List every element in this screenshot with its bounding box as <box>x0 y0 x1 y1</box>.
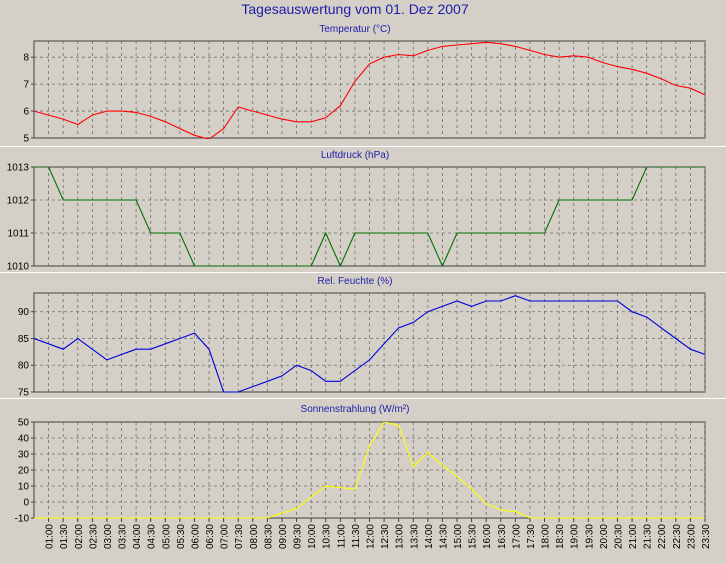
x-tick-label: 04:30 <box>147 524 158 549</box>
chart-title: Rel. Feuchte (%) <box>317 276 392 287</box>
y-tick-label: 50 <box>18 418 30 429</box>
x-tick-label: 03:00 <box>103 524 114 549</box>
y-tick-label: 80 <box>18 361 30 372</box>
x-tick-label: 01:30 <box>59 524 70 549</box>
y-tick-label: 10 <box>18 482 30 493</box>
chart-title: Temperatur (°C) <box>319 24 390 35</box>
y-tick-label: 6 <box>23 107 29 118</box>
x-tick-label: 06:00 <box>190 524 201 549</box>
x-tick-label: 15:00 <box>453 524 464 549</box>
x-tick-label: 10:30 <box>322 524 333 549</box>
x-tick-label: 09:30 <box>293 524 304 549</box>
chart-title: Sonnenstrahlung (W/m²) <box>301 404 410 415</box>
x-tick-label: 17:30 <box>526 524 537 549</box>
time-axis: 01:00 01:30 02:00 02:30 03:00 03:30 04:00 04:30… <box>45 518 712 549</box>
x-tick-label: 14:30 <box>438 524 449 549</box>
x-tick-label: 07:00 <box>220 524 231 549</box>
y-tick-label: 0 <box>23 498 29 509</box>
x-tick-label: 16:00 <box>482 524 493 549</box>
x-tick-label: 02:00 <box>74 524 85 549</box>
x-tick-label: 11:00 <box>336 524 347 549</box>
chart-panel: Temperatur (°C) 5 6 7 8 <box>23 24 706 145</box>
x-tick-label: 05:00 <box>161 524 172 549</box>
chart-panel: Luftdruck (hPa) 1010 1011 1012 1013 <box>0 146 726 273</box>
y-tick-label: 1012 <box>7 196 30 207</box>
x-tick-label: 17:00 <box>511 524 522 549</box>
x-tick-label: 15:30 <box>468 524 479 549</box>
x-tick-label: 12:30 <box>380 524 391 549</box>
x-tick-label: 11:30 <box>351 524 362 549</box>
x-tick-label: 20:00 <box>599 524 610 549</box>
x-tick-label: 02:30 <box>88 524 99 549</box>
x-tick-label: 08:00 <box>249 524 260 549</box>
chart-panel: Rel. Feuchte (%) 75 80 85 90 <box>0 272 726 399</box>
x-tick-label: 13:30 <box>409 524 420 549</box>
x-tick-label: 12:00 <box>366 524 377 549</box>
x-tick-label: 07:30 <box>234 524 245 549</box>
x-tick-label: 23:30 <box>701 524 712 549</box>
x-tick-label: 01:00 <box>45 524 56 549</box>
y-tick-label: 1011 <box>7 229 29 240</box>
x-tick-label: 04:00 <box>132 524 143 549</box>
x-tick-label: 22:30 <box>672 524 683 549</box>
y-tick-label: 75 <box>18 388 30 399</box>
x-tick-label: 06:30 <box>205 524 216 549</box>
x-tick-label: 21:00 <box>628 524 639 549</box>
x-tick-label: 05:30 <box>176 524 187 549</box>
page-title: Tagesauswertung vom 01. Dez 2007 <box>241 1 468 17</box>
chart-title: Luftdruck (hPa) <box>321 150 389 161</box>
x-tick-label: 22:00 <box>657 524 668 549</box>
y-tick-label: 90 <box>18 307 30 318</box>
y-tick-label: 5 <box>23 134 29 145</box>
y-tick-label: 8 <box>23 53 29 64</box>
x-tick-label: 19:00 <box>570 524 581 549</box>
x-tick-label: 18:00 <box>541 524 552 549</box>
x-tick-label: 18:30 <box>555 524 566 549</box>
x-tick-label: 23:00 <box>686 524 697 549</box>
series-line <box>34 422 705 519</box>
y-tick-label: -10 <box>15 514 30 525</box>
series-line <box>34 167 705 267</box>
y-tick-label: 20 <box>18 466 30 477</box>
x-tick-label: 21:30 <box>643 524 654 549</box>
chart-panel: Sonnenstrahlung (W/m²) -10 0 10 20 30 40 50 <box>0 398 726 525</box>
x-tick-label: 13:00 <box>395 524 406 549</box>
x-tick-label: 08:30 <box>263 524 274 549</box>
x-tick-label: 10:00 <box>307 524 318 549</box>
x-tick-label: 19:30 <box>584 524 595 549</box>
y-tick-label: 1010 <box>7 262 30 273</box>
y-tick-label: 40 <box>18 434 30 445</box>
x-tick-label: 16:30 <box>497 524 508 549</box>
x-tick-label: 20:30 <box>613 524 624 549</box>
series-line <box>34 41 705 139</box>
x-tick-label: 14:00 <box>424 524 435 549</box>
y-tick-label: 1013 <box>7 163 30 174</box>
y-tick-label: 7 <box>23 80 29 91</box>
series-line <box>34 295 705 393</box>
x-tick-label: 03:30 <box>118 524 129 549</box>
y-tick-label: 30 <box>18 450 30 461</box>
y-tick-label: 85 <box>18 334 30 345</box>
x-tick-label: 09:00 <box>278 524 289 549</box>
